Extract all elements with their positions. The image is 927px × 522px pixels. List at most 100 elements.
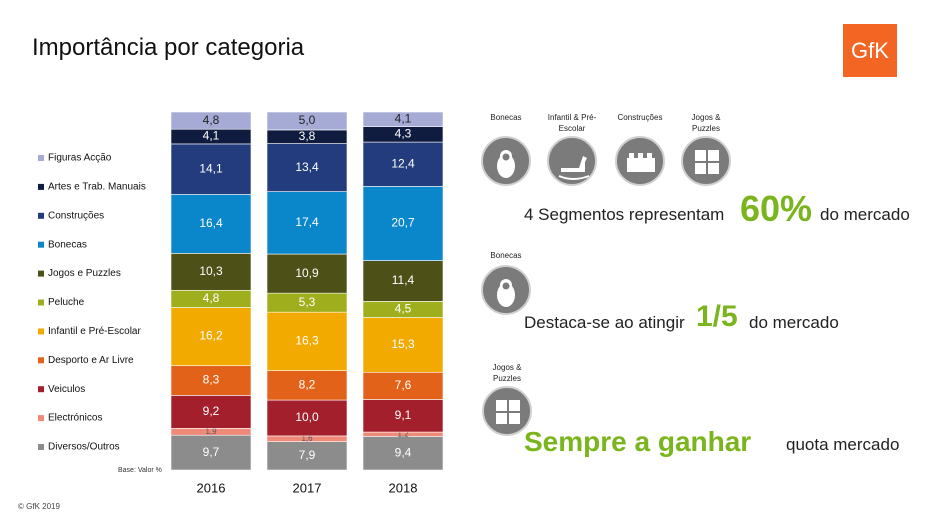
legend-marker [38, 444, 44, 450]
bar-segment [266, 441, 348, 471]
legend-marker [38, 155, 44, 161]
legend-marker [38, 299, 44, 306]
value-label: 9,7 [203, 445, 220, 459]
puzzle-icon [681, 136, 731, 186]
x-tick-label: 2018 [389, 480, 418, 495]
bar-segment [170, 194, 252, 254]
bar-segment [362, 399, 444, 433]
bar-segment [266, 253, 348, 294]
chart: 9,7 1,9 9,2 8,3 16,2 4,8 10,3 16,4 14,1 4,1 4,8 201… [38, 111, 444, 495]
legend-marker [38, 357, 44, 364]
logo: GfK [843, 24, 897, 77]
value-label: 16,4 [199, 216, 223, 230]
icon-label: Jogos & Puzzles [674, 112, 738, 134]
legend-label: Diversos/Outros [48, 442, 120, 453]
slide-title: Importância por categoria [32, 34, 305, 61]
value-label: 3,8 [299, 129, 316, 143]
bar-segment [170, 253, 252, 291]
value-label: 4,8 [203, 113, 220, 127]
value-label: 4,8 [203, 291, 220, 305]
bar-segment [170, 365, 252, 396]
icon-label: Infantil & Pré-Escolar [547, 113, 597, 133]
value-label: 5,0 [299, 113, 316, 127]
value-label: 4,1 [395, 112, 412, 126]
value-label: 10,0 [295, 410, 319, 424]
bar-segment [170, 434, 252, 471]
x-tick-label: 2017 [293, 480, 322, 495]
horse-icon [547, 136, 597, 186]
value-label: 1,2 [397, 429, 409, 438]
legend-label: Infantil e Pré-Escolar [48, 326, 141, 337]
value-label: 7,6 [395, 378, 412, 392]
bar-segment [266, 191, 348, 255]
highlight-figure: 60% [740, 188, 813, 229]
icon-label: Bonecas [490, 251, 522, 260]
highlight-suffix: do mercado [749, 313, 839, 332]
bar-segment [170, 307, 252, 366]
highlight-text: 4 Segmentos representam [524, 205, 725, 224]
value-label: 8,3 [203, 373, 220, 387]
legend-marker [38, 183, 44, 190]
icon-label: Bonecas [490, 113, 522, 122]
bar-segment [362, 436, 444, 471]
value-label: 12,4 [391, 156, 415, 170]
value-label: 20,7 [391, 216, 415, 230]
doll-icon [481, 136, 531, 186]
legend-label: Veiculos [48, 384, 85, 395]
legend-label: Figuras Acção [48, 153, 112, 164]
legend-label: Bonecas [48, 239, 87, 250]
doll-icon [481, 265, 531, 315]
legend-label: Artes e Trab. Manuais [48, 182, 146, 193]
legend-marker [38, 328, 44, 335]
value-label: 9,1 [395, 408, 412, 422]
highlight-suffix: do mercado [820, 205, 910, 224]
bar-segment [362, 186, 444, 261]
legend-marker [38, 415, 44, 422]
value-label: 9,4 [395, 445, 412, 459]
value-label: 10,9 [295, 266, 319, 280]
chart-note: Base: Valor % [118, 467, 162, 474]
bar-segment [266, 143, 348, 192]
value-label: 16,3 [295, 334, 319, 348]
value-label: 15,3 [391, 337, 415, 351]
value-label: 1,6 [301, 434, 313, 443]
legend-marker [38, 270, 44, 277]
brick-icon [615, 136, 665, 186]
icon-label: Jogos & Puzzles [475, 362, 539, 384]
value-label: 17,4 [295, 215, 319, 229]
bar-segment [170, 143, 252, 195]
bar-segment [266, 311, 348, 371]
legend-marker [38, 241, 44, 248]
value-label: 1,9 [205, 427, 217, 436]
value-label: 14,1 [199, 161, 223, 175]
copyright: © GfK 2019 [18, 502, 60, 511]
value-label: 16,2 [199, 329, 223, 343]
value-label: 5,3 [299, 295, 316, 309]
value-label: 4,5 [395, 302, 412, 316]
legend-label: Construções [48, 210, 104, 221]
value-label: 10,3 [199, 264, 223, 278]
legend-label: Jogos e Puzzles [48, 268, 121, 279]
highlight-text: Destaca-se ao atingir [524, 313, 685, 332]
bar-segment [266, 399, 348, 437]
value-label: 9,2 [203, 404, 220, 418]
legend-marker [38, 212, 44, 219]
legend-label: Electrónicos [48, 413, 102, 424]
icon-label-text: Jogos & Puzzles [492, 363, 522, 383]
bar-segment [362, 260, 444, 302]
legend-label: Desporto e Ar Livre [48, 355, 134, 366]
highlight-figure: Sempre a ganhar [524, 426, 752, 457]
value-label: 8,2 [299, 378, 316, 392]
highlight-suffix: quota mercado [786, 435, 900, 454]
legend-label: Peluche [48, 297, 85, 308]
x-tick-label: 2016 [197, 480, 226, 495]
puzzle-icon [482, 386, 532, 436]
bar-segment [362, 317, 444, 373]
bar-segment [266, 370, 348, 401]
value-label: 4,1 [203, 129, 220, 143]
legend-marker [38, 386, 44, 393]
bar-segment [170, 111, 252, 130]
highlight-figure: 1/5 [696, 300, 738, 333]
icon-label-text: Jogos & Puzzles [691, 113, 721, 133]
